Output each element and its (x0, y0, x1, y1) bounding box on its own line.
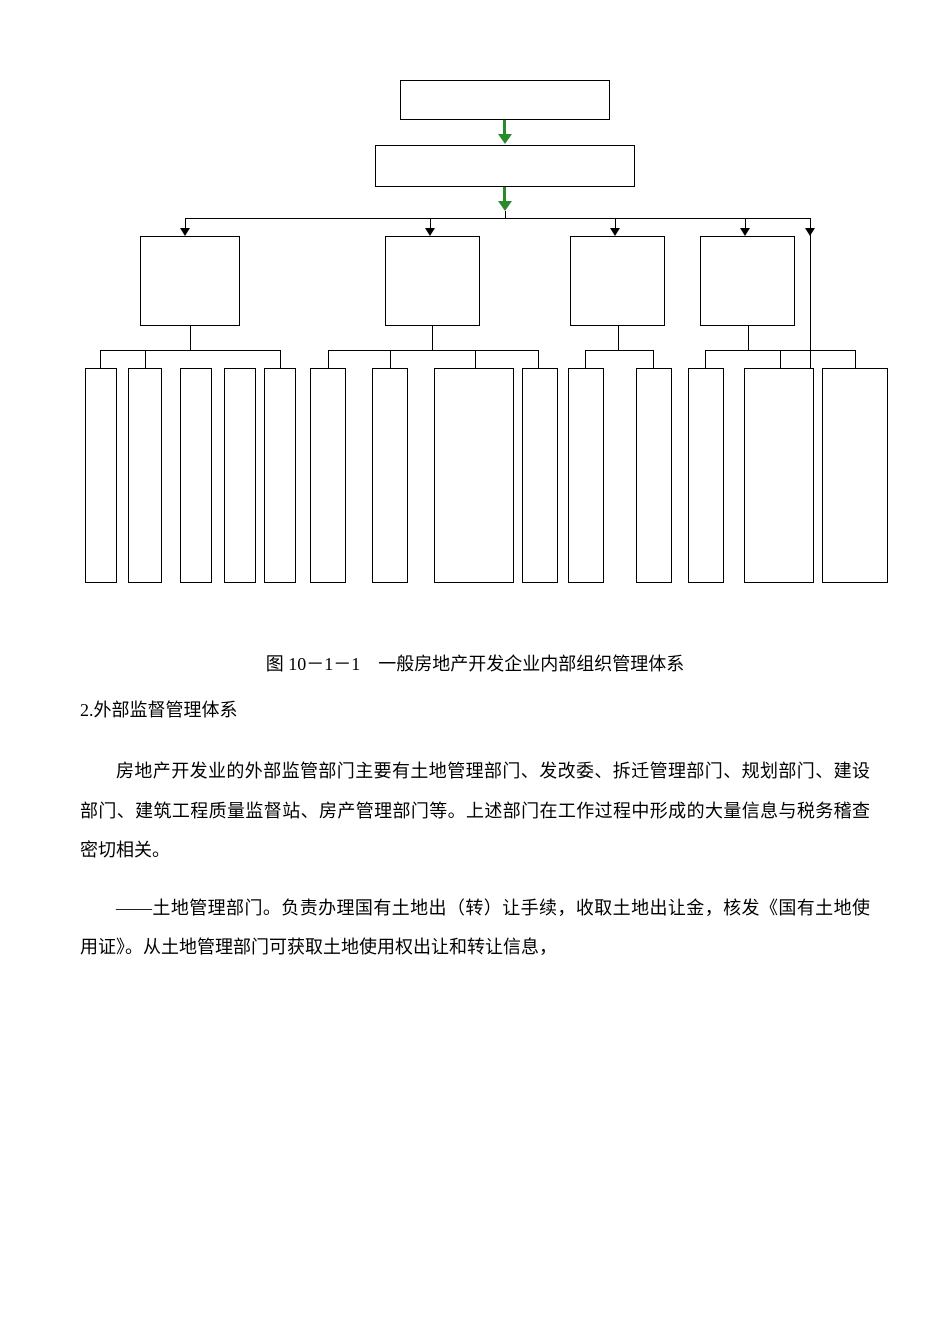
body-paragraph: 房地产开发业的外部监管部门主要有土地管理部门、发改委、拆迁管理部门、规划部门、建… (80, 752, 870, 871)
arrow-head-icon (498, 201, 512, 211)
figure-caption: 图 10－1－1 一般房地产开发企业内部组织管理体系 (80, 650, 870, 676)
connector-line (475, 350, 476, 368)
connector-line (390, 350, 391, 368)
connector-line (190, 326, 191, 350)
arrow-head-icon (425, 228, 435, 236)
org-chart-box (570, 236, 665, 326)
org-chart-box (700, 236, 795, 326)
connector-line (855, 350, 856, 368)
connector-line (748, 326, 749, 350)
connector-line (328, 350, 329, 368)
connector-line (780, 350, 781, 368)
connector-line (585, 350, 653, 351)
arrow-shaft (503, 187, 506, 201)
body-paragraph: ——土地管理部门。负责办理国有土地出（转）让手续，收取土地出让金，核发《国有土地… (80, 889, 870, 968)
connector-line (185, 218, 186, 228)
arrow-head-icon (740, 228, 750, 236)
org-chart-box (688, 368, 724, 583)
org-chart-box (568, 368, 604, 583)
connector-line (810, 218, 811, 228)
connector-line (145, 350, 146, 368)
arrow-head-icon (610, 228, 620, 236)
org-chart-box (310, 368, 346, 583)
org-chart-box (264, 368, 296, 583)
org-chart-box (224, 368, 256, 583)
connector-line (505, 211, 506, 218)
org-chart-box (128, 368, 162, 583)
org-chart-box (180, 368, 212, 583)
org-chart-box (400, 80, 610, 120)
org-chart-box (822, 368, 888, 583)
org-chart-box (140, 236, 240, 326)
connector-line (618, 326, 619, 350)
connector-line (538, 350, 539, 368)
org-chart-box (375, 145, 635, 187)
connector-line (705, 350, 706, 368)
connector-line (615, 218, 616, 228)
connector-line (185, 218, 810, 219)
org-chart-box (636, 368, 672, 583)
connector-line (328, 350, 538, 351)
connector-line (100, 350, 101, 368)
section-heading: 2.外部监督管理体系 (80, 696, 870, 722)
arrow-head-icon (180, 228, 190, 236)
arrow-shaft (503, 120, 506, 134)
connector-line (432, 326, 433, 350)
connector-line (745, 218, 746, 228)
org-chart-box (522, 368, 558, 583)
org-chart-box (85, 368, 117, 583)
org-chart-box (385, 236, 480, 326)
connector-line (100, 350, 280, 351)
org-chart-box (434, 368, 514, 583)
org-chart-box (372, 368, 408, 583)
org-chart-box (744, 368, 814, 583)
connector-line (430, 218, 431, 228)
arrow-head-icon (498, 134, 512, 144)
connector-line (280, 350, 281, 368)
connector-line (653, 350, 654, 368)
org-chart-diagram (80, 60, 870, 590)
connector-line (585, 350, 586, 368)
connector-line (810, 228, 811, 368)
